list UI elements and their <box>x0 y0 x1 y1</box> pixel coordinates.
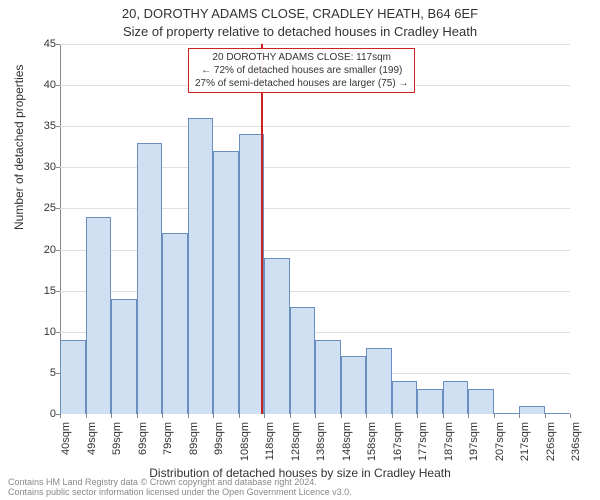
histogram-bar <box>468 389 494 414</box>
y-tick-mark <box>56 332 60 333</box>
x-tick-mark <box>188 414 189 418</box>
histogram-bar <box>443 381 469 414</box>
x-tick-label: 40sqm <box>60 422 72 462</box>
x-tick-label: 99sqm <box>213 422 225 462</box>
x-tick-label: 79sqm <box>162 422 174 462</box>
x-tick-label: 167sqm <box>392 422 404 462</box>
y-tick-mark <box>56 373 60 374</box>
callout-line3: 27% of semi-detached houses are larger (… <box>195 77 408 90</box>
x-tick-mark <box>494 414 495 418</box>
x-tick-label: 217sqm <box>519 422 531 462</box>
histogram-bar <box>494 413 520 414</box>
histogram-bar <box>162 233 188 414</box>
histogram-bar <box>545 413 571 414</box>
x-tick-label: 89sqm <box>188 422 200 462</box>
y-tick-mark <box>56 126 60 127</box>
x-tick-label: 69sqm <box>137 422 149 462</box>
x-tick-mark <box>239 414 240 418</box>
x-tick-label: 236sqm <box>570 422 582 462</box>
x-tick-mark <box>392 414 393 418</box>
y-tick-mark <box>56 85 60 86</box>
y-tick-label: 10 <box>38 326 56 338</box>
x-tick-mark <box>519 414 520 418</box>
histogram-bar <box>60 340 86 414</box>
x-tick-label: 158sqm <box>366 422 378 462</box>
x-tick-label: 226sqm <box>545 422 557 462</box>
y-tick-mark <box>56 291 60 292</box>
x-tick-mark <box>443 414 444 418</box>
chart-subtitle: Size of property relative to detached ho… <box>0 24 600 39</box>
histogram-bar <box>366 348 392 414</box>
grid-line <box>60 44 570 45</box>
x-tick-mark <box>468 414 469 418</box>
callout-box: 20 DOROTHY ADAMS CLOSE: 117sqm← 72% of d… <box>188 48 415 93</box>
footer-line2: Contains public sector information licen… <box>8 488 352 498</box>
x-tick-mark <box>315 414 316 418</box>
histogram-bar <box>188 118 214 414</box>
y-tick-label: 0 <box>38 408 56 420</box>
reference-line <box>261 44 263 414</box>
y-tick-label: 20 <box>38 244 56 256</box>
chart-title: 20, DOROTHY ADAMS CLOSE, CRADLEY HEATH, … <box>0 6 600 21</box>
x-tick-mark <box>545 414 546 418</box>
histogram-bar <box>86 217 112 414</box>
x-tick-label: 118sqm <box>264 422 276 462</box>
y-tick-mark <box>56 44 60 45</box>
x-tick-mark <box>341 414 342 418</box>
callout-line2: ← 72% of detached houses are smaller (19… <box>195 64 408 77</box>
x-tick-label: 187sqm <box>443 422 455 462</box>
y-tick-label: 25 <box>38 202 56 214</box>
y-tick-label: 30 <box>38 161 56 173</box>
x-tick-label: 49sqm <box>86 422 98 462</box>
x-tick-label: 207sqm <box>494 422 506 462</box>
x-tick-mark <box>60 414 61 418</box>
plot-area: 20 DOROTHY ADAMS CLOSE: 117sqm← 72% of d… <box>60 44 570 414</box>
histogram-bar <box>239 134 265 414</box>
x-tick-mark <box>570 414 571 418</box>
histogram-bar <box>137 143 163 414</box>
x-tick-label: 128sqm <box>290 422 302 462</box>
y-axis-label: Number of detached properties <box>12 65 26 230</box>
y-tick-label: 5 <box>38 367 56 379</box>
histogram-bar <box>213 151 239 414</box>
x-tick-mark <box>264 414 265 418</box>
x-tick-label: 148sqm <box>341 422 353 462</box>
footer-attribution: Contains HM Land Registry data © Crown c… <box>8 478 352 498</box>
histogram-bar <box>341 356 367 414</box>
x-tick-mark <box>290 414 291 418</box>
histogram-bar <box>315 340 341 414</box>
x-tick-label: 138sqm <box>315 422 327 462</box>
x-tick-mark <box>111 414 112 418</box>
x-tick-mark <box>162 414 163 418</box>
x-tick-mark <box>86 414 87 418</box>
y-tick-mark <box>56 250 60 251</box>
grid-line <box>60 126 570 127</box>
x-tick-mark <box>137 414 138 418</box>
histogram-bar <box>290 307 316 414</box>
histogram-bar <box>417 389 443 414</box>
y-tick-label: 35 <box>38 120 56 132</box>
histogram-bar <box>519 406 545 414</box>
y-tick-label: 15 <box>38 285 56 297</box>
callout-line1: 20 DOROTHY ADAMS CLOSE: 117sqm <box>195 51 408 64</box>
x-tick-mark <box>417 414 418 418</box>
histogram-bar <box>111 299 137 414</box>
x-tick-label: 59sqm <box>111 422 123 462</box>
y-tick-mark <box>56 167 60 168</box>
y-tick-label: 40 <box>38 79 56 91</box>
x-tick-label: 108sqm <box>239 422 251 462</box>
y-tick-mark <box>56 208 60 209</box>
y-tick-label: 45 <box>38 38 56 50</box>
x-tick-mark <box>366 414 367 418</box>
x-tick-mark <box>213 414 214 418</box>
x-tick-label: 197sqm <box>468 422 480 462</box>
histogram-bar <box>392 381 418 414</box>
x-tick-label: 177sqm <box>417 422 429 462</box>
histogram-bar <box>264 258 290 414</box>
